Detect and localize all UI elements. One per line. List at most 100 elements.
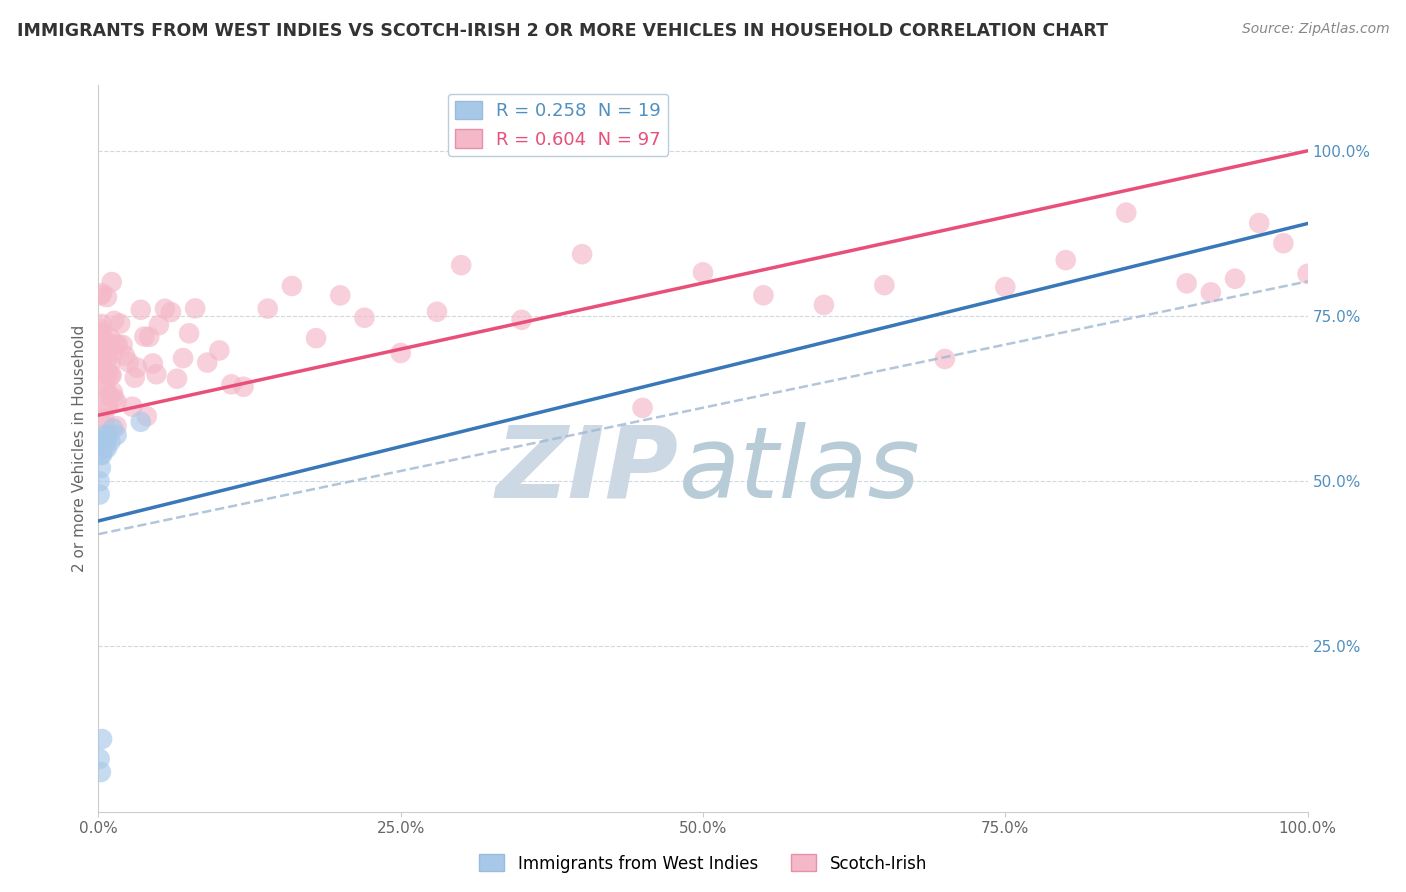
Point	[91, 731, 114, 746]
Point	[256, 301, 278, 316]
Point	[105, 419, 128, 434]
Point	[90, 448, 112, 462]
Point	[98, 389, 121, 403]
Point	[153, 301, 176, 316]
Point	[426, 305, 449, 319]
Text: Source: ZipAtlas.com: Source: ZipAtlas.com	[1241, 22, 1389, 37]
Point	[101, 421, 124, 435]
Point	[100, 368, 122, 383]
Point	[450, 258, 472, 272]
Point	[631, 401, 654, 415]
Point	[208, 343, 231, 358]
Point	[105, 395, 128, 409]
Point	[281, 279, 304, 293]
Point	[221, 377, 243, 392]
Point	[91, 434, 114, 449]
Point	[124, 370, 146, 384]
Point	[101, 385, 124, 400]
Text: ZIP: ZIP	[496, 422, 679, 518]
Point	[90, 288, 112, 302]
Point	[1296, 267, 1319, 281]
Point	[353, 310, 375, 325]
Point	[91, 363, 114, 377]
Point	[1054, 253, 1077, 268]
Point	[94, 334, 117, 348]
Point	[129, 415, 152, 429]
Point	[873, 278, 896, 293]
Point	[813, 298, 835, 312]
Point	[329, 288, 352, 302]
Point	[184, 301, 207, 316]
Point	[1249, 216, 1271, 230]
Point	[108, 317, 131, 331]
Point	[93, 418, 115, 433]
Point	[100, 434, 122, 449]
Point	[93, 428, 115, 442]
Point	[107, 337, 129, 351]
Point	[100, 275, 122, 289]
Point	[91, 364, 114, 378]
Point	[305, 331, 328, 345]
Point	[90, 765, 112, 780]
Point	[129, 302, 152, 317]
Point	[160, 305, 183, 319]
Point	[91, 326, 114, 340]
Point	[91, 364, 114, 378]
Point	[94, 384, 117, 399]
Point	[195, 355, 218, 369]
Point	[89, 321, 111, 335]
Point	[94, 380, 117, 394]
Point	[100, 356, 122, 370]
Point	[1223, 271, 1246, 285]
Point	[127, 360, 149, 375]
Point	[692, 265, 714, 279]
Point	[1272, 236, 1295, 251]
Legend: R = 0.258  N = 19, R = 0.604  N = 97: R = 0.258 N = 19, R = 0.604 N = 97	[447, 94, 668, 156]
Point	[89, 351, 111, 366]
Point	[114, 349, 136, 363]
Point	[145, 368, 167, 382]
Point	[101, 345, 124, 359]
Point	[148, 318, 170, 333]
Point	[90, 355, 112, 369]
Point	[105, 428, 128, 442]
Point	[90, 461, 112, 475]
Y-axis label: 2 or more Vehicles in Household: 2 or more Vehicles in Household	[72, 325, 87, 572]
Point	[134, 329, 156, 343]
Point	[90, 355, 112, 369]
Point	[96, 354, 118, 368]
Point	[94, 434, 117, 449]
Point	[118, 355, 141, 369]
Point	[93, 367, 115, 381]
Point	[111, 338, 134, 352]
Point	[93, 442, 115, 455]
Point	[1175, 277, 1198, 291]
Point	[97, 400, 120, 414]
Point	[1199, 285, 1222, 300]
Point	[91, 336, 114, 351]
Text: atlas: atlas	[679, 422, 921, 518]
Point	[121, 400, 143, 414]
Point	[89, 327, 111, 342]
Point	[103, 392, 125, 406]
Point	[166, 372, 188, 386]
Point	[91, 317, 114, 331]
Text: IMMIGRANTS FROM WEST INDIES VS SCOTCH-IRISH 2 OR MORE VEHICLES IN HOUSEHOLD CORR: IMMIGRANTS FROM WEST INDIES VS SCOTCH-IR…	[17, 22, 1108, 40]
Point	[1115, 205, 1137, 219]
Point	[172, 351, 194, 365]
Point	[179, 326, 201, 341]
Point	[232, 380, 254, 394]
Point	[100, 331, 122, 345]
Point	[97, 366, 120, 380]
Point	[752, 288, 775, 302]
Point	[96, 399, 118, 413]
Point	[934, 351, 956, 366]
Legend: Immigrants from West Indies, Scotch-Irish: Immigrants from West Indies, Scotch-Iris…	[472, 847, 934, 880]
Point	[93, 411, 115, 425]
Point	[89, 475, 111, 489]
Point	[142, 356, 165, 370]
Point	[91, 434, 114, 449]
Point	[389, 346, 412, 360]
Point	[89, 752, 111, 766]
Point	[98, 341, 121, 355]
